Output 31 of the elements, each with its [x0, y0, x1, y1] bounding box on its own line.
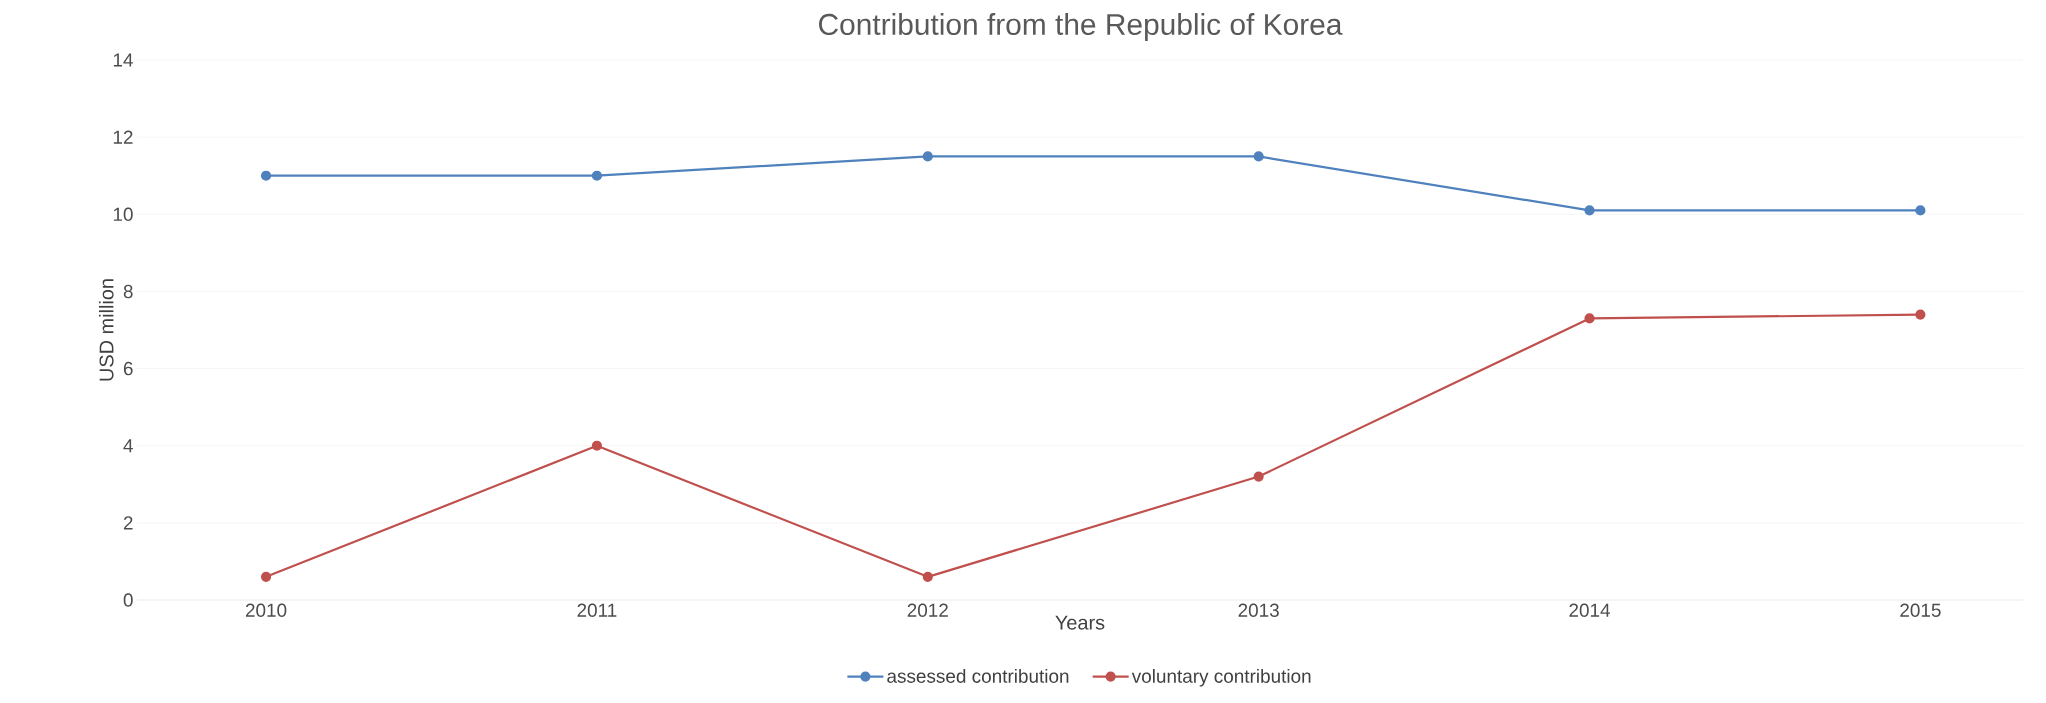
- x-tick-label: 2015: [1900, 603, 1941, 617]
- y-tick-label: 10: [113, 207, 133, 221]
- point: [1584, 313, 1595, 324]
- x-tick-label: 2011: [577, 603, 617, 617]
- point: [260, 170, 272, 181]
- x-tick-label: 2012: [907, 603, 948, 617]
- point: [1915, 309, 1926, 320]
- y-axis-title: USD million: [98, 279, 114, 381]
- y-tick-label: 0: [123, 593, 133, 607]
- point: [922, 571, 933, 582]
- y-tick-label: 4: [123, 439, 133, 453]
- point: [591, 440, 602, 451]
- legend-label: voluntary contribution: [1131, 668, 1311, 687]
- point: [1253, 151, 1264, 162]
- point: [922, 151, 933, 162]
- x-tick-label: 2010: [245, 603, 287, 617]
- point: [1253, 471, 1264, 482]
- point: [260, 571, 272, 582]
- legend-label: assessed contribution: [887, 668, 1069, 683]
- chart-title: Contribution from the Republic of Korea: [819, 13, 1343, 41]
- x-tick-label: 2013: [1238, 603, 1279, 617]
- y-tick-label: 8: [123, 284, 133, 299]
- x-axis-title: Years: [1055, 615, 1105, 630]
- y-tick-label: 12: [113, 130, 133, 144]
- x-tick-label: 2014: [1569, 603, 1611, 617]
- y-tick-label: 2: [123, 516, 133, 530]
- point: [1584, 205, 1595, 216]
- y-tick-label: 6: [123, 361, 133, 376]
- point: [591, 170, 602, 181]
- y-tick-label: 14: [113, 53, 133, 67]
- point: [1915, 205, 1926, 216]
